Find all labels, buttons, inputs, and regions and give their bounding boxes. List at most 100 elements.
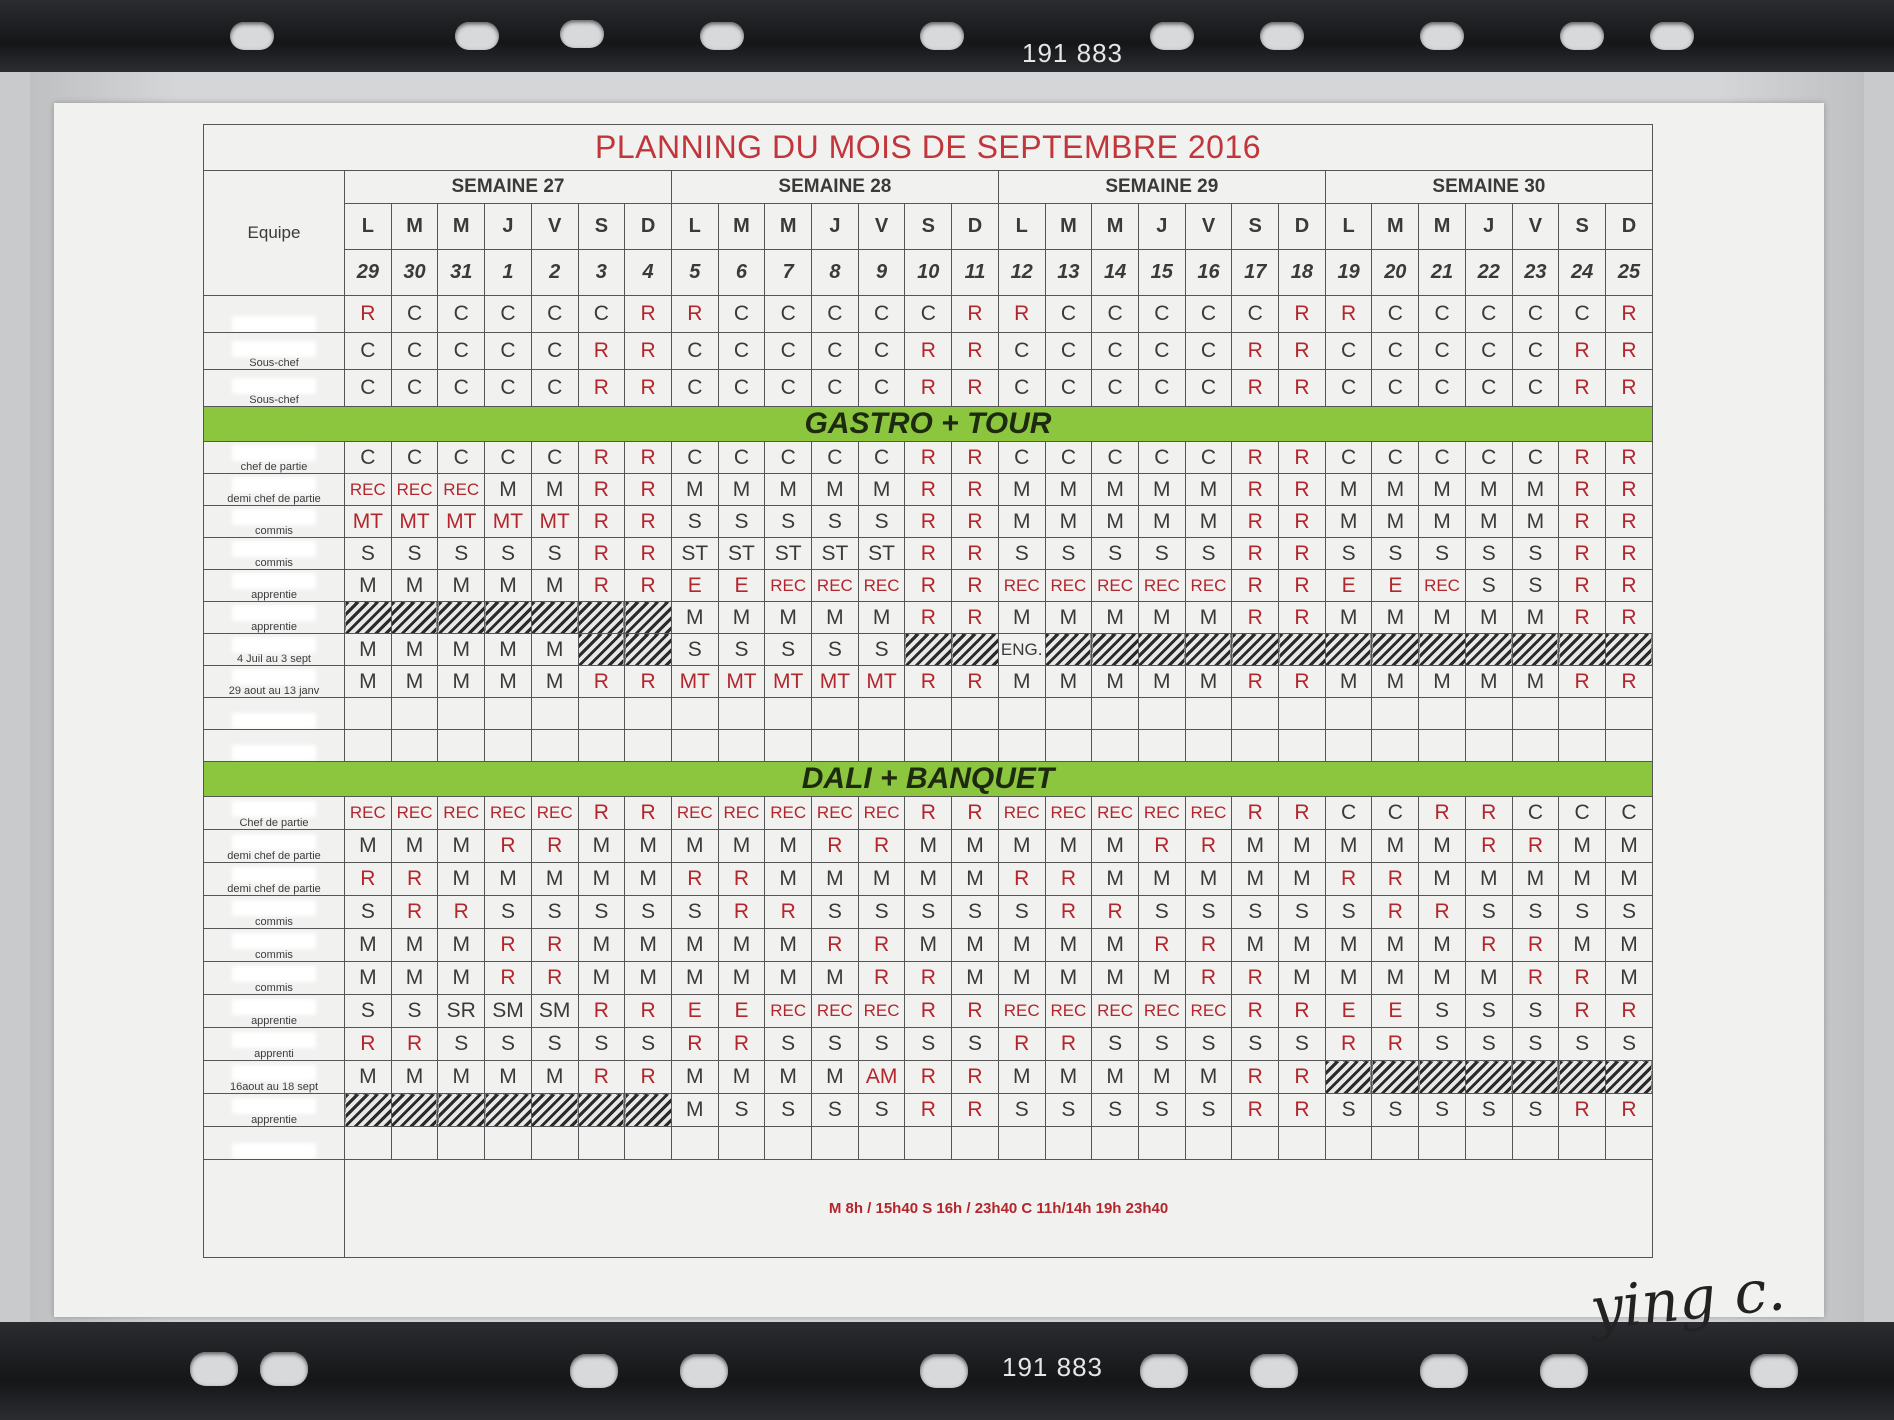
shift-cell	[1184, 729, 1233, 762]
unavailable-cell	[1371, 1060, 1420, 1094]
staff-role: apprentie	[251, 1114, 297, 1126]
shift-cell: REC	[530, 796, 579, 830]
shift-cell: C	[530, 295, 579, 333]
shift-cell: R	[951, 796, 999, 830]
day-date: 19	[1324, 249, 1373, 296]
unavailable-cell	[530, 601, 579, 634]
shift-cell: C	[1137, 441, 1186, 474]
shift-cell: R	[577, 332, 626, 370]
shift-cell	[904, 729, 953, 762]
footer-row: M 8h / 15h40 S 16h / 23h40 C 11h/14h 19h…	[203, 1159, 1653, 1258]
shift-cell: M	[1511, 862, 1560, 896]
shift-cell: S	[530, 1027, 579, 1061]
day-date: 7	[764, 249, 813, 296]
shift-cell: M	[1091, 473, 1139, 506]
shift-cell	[1091, 1126, 1139, 1160]
shift-cell: C	[1044, 441, 1093, 474]
shift-cell	[390, 729, 439, 762]
shift-cell: M	[390, 961, 439, 995]
shift-cell: S	[437, 537, 486, 570]
shift-cell: R	[1464, 829, 1513, 863]
section-band: GASTRO + TOUR	[203, 406, 1653, 442]
unavailable-cell	[1418, 633, 1466, 666]
shift-cell: M	[390, 665, 439, 698]
shift-cell: R	[624, 994, 672, 1028]
shift-cell: R	[1231, 441, 1280, 474]
shift-cell: S	[997, 895, 1046, 929]
shift-cell: M	[1371, 665, 1420, 698]
shift-cell: C	[1371, 369, 1420, 407]
shift-cell: M	[811, 473, 859, 506]
shift-cell: R	[1278, 369, 1326, 407]
shift-cell: R	[484, 961, 532, 995]
shift-cell: C	[1044, 295, 1093, 333]
shift-cell: M	[1464, 862, 1513, 896]
sleeve-number: 191 883	[1022, 38, 1123, 68]
shift-cell: S	[1324, 537, 1373, 570]
shift-cell: M	[670, 829, 719, 863]
shift-cell	[670, 729, 719, 762]
shift-cell: S	[1511, 569, 1560, 602]
shift-cell: R	[577, 1060, 626, 1094]
shift-cell: M	[997, 601, 1046, 634]
shift-cell: S	[857, 505, 906, 538]
shift-cell	[577, 1126, 626, 1160]
day-date: 4	[624, 249, 672, 296]
shift-cell: E	[670, 994, 719, 1028]
shift-cell: S	[1184, 1027, 1233, 1061]
unavailable-cell	[624, 601, 672, 634]
shift-cell: C	[1324, 441, 1373, 474]
shift-cell: S	[764, 1093, 813, 1127]
shift-cell: REC	[1137, 796, 1186, 830]
shift-cell: REC	[390, 796, 439, 830]
day-letter: M	[437, 203, 486, 250]
shift-cell: R	[484, 829, 532, 863]
shift-cell: C	[1371, 332, 1420, 370]
shift-cell: C	[1324, 796, 1373, 830]
shift-cell	[530, 697, 579, 730]
shift-cell: M	[764, 961, 813, 995]
redacted-name	[232, 801, 316, 817]
shift-cell: M	[1278, 961, 1326, 995]
shift-cell: R	[951, 332, 999, 370]
shift-cell	[1184, 1126, 1233, 1160]
shift-cell: M	[1418, 829, 1466, 863]
shift-cell: C	[1511, 332, 1560, 370]
shift-cell: S	[1137, 1027, 1186, 1061]
shift-cell: M	[344, 829, 392, 863]
shift-cell: MT	[764, 665, 813, 698]
shift-cell: R	[1278, 1060, 1326, 1094]
shift-cell	[1231, 1126, 1280, 1160]
shift-cell	[1091, 697, 1139, 730]
shift-cell: S	[484, 1027, 532, 1061]
shift-cell: C	[670, 441, 719, 474]
shift-cell	[951, 697, 999, 730]
redacted-name	[232, 669, 316, 685]
shift-cell: M	[390, 928, 439, 962]
day-letter: V	[1184, 203, 1233, 250]
shift-cell: M	[1464, 601, 1513, 634]
binder-hole	[1150, 22, 1194, 50]
shift-cell: SR	[437, 994, 486, 1028]
shift-cell: R	[1231, 569, 1280, 602]
day-letter: M	[1044, 203, 1093, 250]
shift-cell: R	[390, 895, 439, 929]
shift-cell: M	[1137, 473, 1186, 506]
shift-cell: R	[1278, 1093, 1326, 1127]
shift-cell: R	[1044, 862, 1093, 896]
shift-cell: M	[437, 928, 486, 962]
shift-cell: M	[811, 862, 859, 896]
unavailable-cell	[1044, 633, 1093, 666]
shift-cell: C	[1418, 295, 1466, 333]
unavailable-cell	[1091, 633, 1139, 666]
shift-cell: R	[1558, 601, 1606, 634]
shift-cell: C	[437, 295, 486, 333]
shift-cell: R	[624, 1060, 672, 1094]
shift-cell: M	[1371, 829, 1420, 863]
shift-cell: M	[1418, 961, 1466, 995]
shift-cell	[764, 729, 813, 762]
shift-cell: S	[717, 633, 766, 666]
shift-cell: R	[1231, 537, 1280, 570]
shift-cell: R	[670, 295, 719, 333]
redacted-name	[232, 573, 316, 589]
